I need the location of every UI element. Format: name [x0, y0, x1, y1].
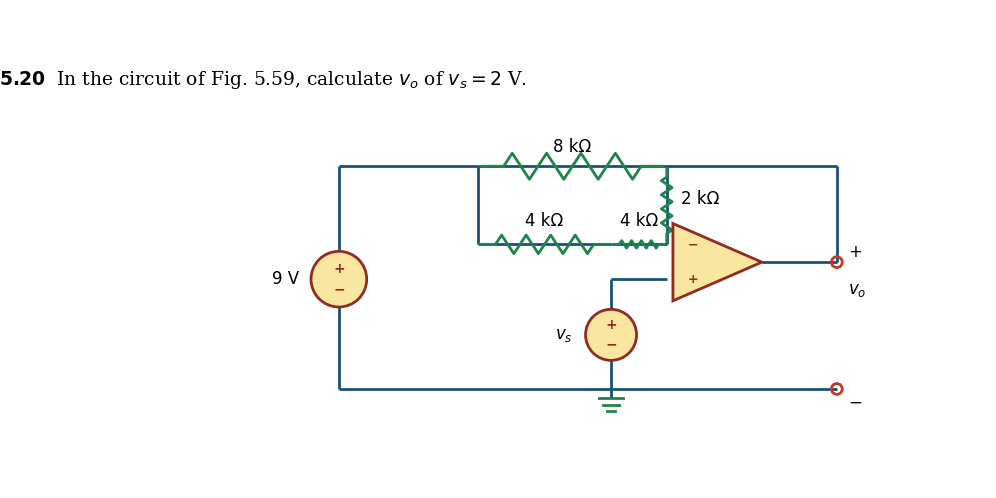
Circle shape: [311, 251, 367, 307]
Text: 9 V: 9 V: [272, 270, 299, 288]
Text: 4 kΩ: 4 kΩ: [620, 213, 658, 231]
Text: +: +: [333, 261, 345, 275]
Text: +: +: [849, 243, 863, 261]
Text: −: −: [333, 283, 345, 297]
Text: −: −: [849, 394, 863, 412]
Text: $v_o$: $v_o$: [849, 281, 867, 299]
Text: 8 kΩ: 8 kΩ: [553, 138, 592, 156]
Polygon shape: [673, 224, 762, 301]
Text: −: −: [606, 338, 617, 352]
Text: 4 kΩ: 4 kΩ: [526, 213, 564, 231]
Text: $\bf{5.20}$  In the circuit of Fig. 5.59, calculate $v_o$ of $v_s = 2$ V.: $\bf{5.20}$ In the circuit of Fig. 5.59,…: [0, 69, 527, 91]
Text: −: −: [687, 239, 698, 251]
Text: 2 kΩ: 2 kΩ: [680, 190, 719, 208]
Circle shape: [586, 309, 636, 361]
Text: +: +: [687, 273, 698, 286]
Text: +: +: [606, 318, 617, 332]
Text: $v_s$: $v_s$: [555, 326, 573, 344]
